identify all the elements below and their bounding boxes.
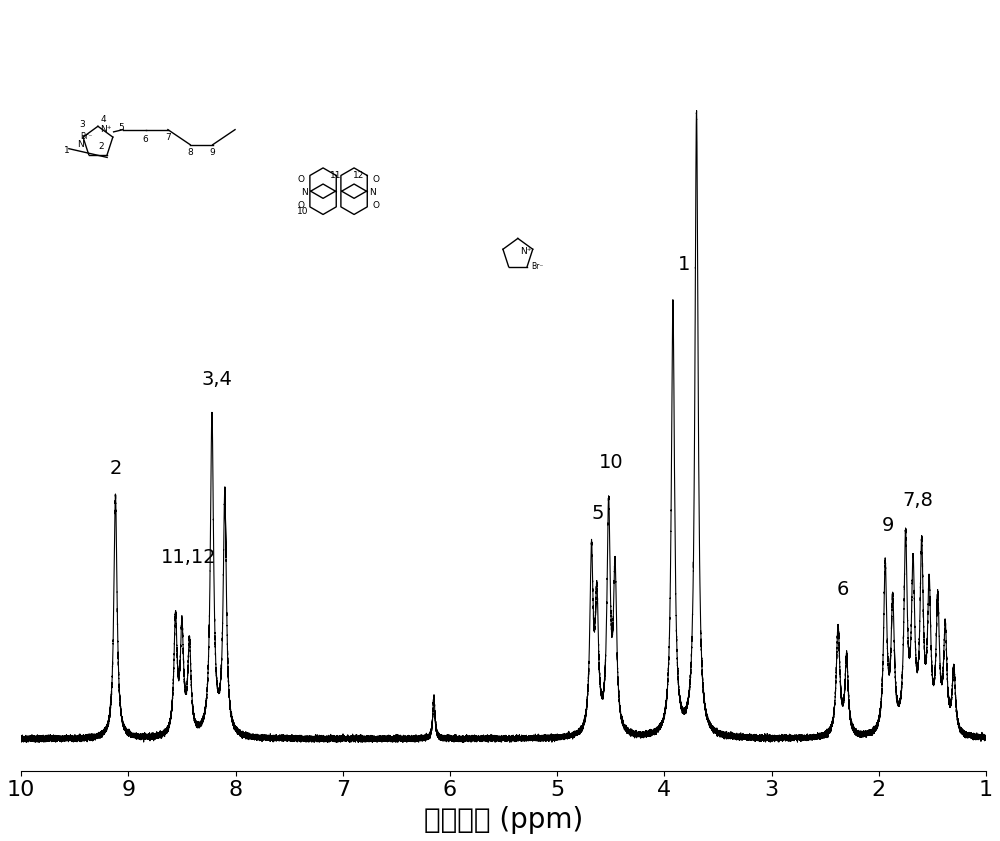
Text: 2: 2: [109, 459, 122, 478]
Text: 6: 6: [836, 580, 849, 599]
Text: 5: 5: [592, 504, 604, 522]
X-axis label: 化学位移 (ppm): 化学位移 (ppm): [424, 806, 583, 834]
Text: 11,12: 11,12: [161, 548, 216, 567]
Text: 3,4: 3,4: [202, 370, 233, 389]
Text: 7,8: 7,8: [902, 491, 933, 510]
Text: 10: 10: [598, 452, 623, 472]
Text: 9: 9: [882, 516, 895, 535]
Text: 1: 1: [677, 256, 690, 274]
